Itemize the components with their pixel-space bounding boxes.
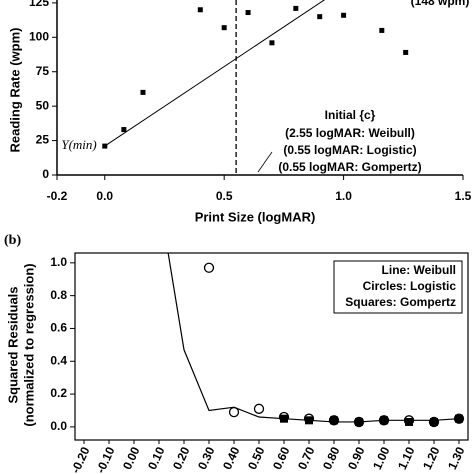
logistic-point (353, 416, 365, 428)
y-tick-label: 1.0 (50, 255, 67, 269)
legend-entry: Squares: Gompertz (345, 295, 456, 309)
y-tick-label: 0 (42, 167, 49, 181)
point (269, 40, 275, 46)
plot-frame (74, 252, 469, 441)
gompertz-point (430, 417, 438, 426)
logistic-point (453, 413, 465, 424)
logistic-point (378, 415, 390, 426)
point (121, 127, 127, 133)
gompertz-point (280, 414, 288, 423)
x-tick-label: -0.20 (68, 444, 92, 474)
gompertz-point (405, 417, 413, 426)
x-tick-label: 0.30 (195, 444, 218, 471)
x-tick-label: 0.10 (145, 444, 168, 471)
annotation: (2.55 logMAR: Weibull) (285, 126, 415, 140)
logistic-point (253, 403, 265, 414)
annotation: (0.55 logMAR: Gompertz) (278, 160, 421, 174)
x-tick-label: 0.60 (270, 444, 293, 471)
x-tick-label: 0.00 (120, 444, 143, 471)
gompertz-point (355, 417, 363, 426)
logistic-point (203, 262, 215, 273)
point (403, 49, 409, 55)
annotation: (148 wpm) (411, 0, 470, 8)
logistic-point (228, 406, 240, 418)
y-tick-label: 50 (36, 98, 50, 112)
x-tick-label: 0.70 (295, 444, 318, 471)
x-tick-label: 0.50 (245, 444, 268, 471)
x-tick-label: -0.2 (47, 189, 68, 203)
gompertz-point (380, 416, 388, 425)
y-tick-label: 0.8 (50, 288, 67, 302)
point (379, 27, 385, 33)
point (197, 7, 203, 13)
x-tick-label: 1.10 (395, 444, 418, 471)
x-tick-label: 1.00 (370, 444, 393, 471)
y-tick-label: 100 (29, 29, 49, 43)
x-tick-label: 0.40 (220, 444, 243, 471)
annotation-leader (257, 151, 273, 173)
point (140, 89, 146, 95)
x-tick-label: 0.90 (345, 444, 368, 471)
x-tick-label: 0.20 (170, 444, 193, 471)
y-tick-label: 25 (36, 133, 50, 147)
x-tick-label: 0.80 (320, 444, 343, 471)
annotation: (0.55 logMAR: Logistic) (283, 143, 416, 157)
logistic-point (328, 415, 340, 426)
y-axis-label: (normalized to regression) (21, 263, 36, 426)
y-tick-label: 0.0 (50, 419, 67, 433)
x-tick-label: 0.5 (216, 189, 233, 203)
point (341, 12, 347, 18)
y-tick-label: 125 (29, 0, 49, 9)
y-axis-label: Squared Residuals (5, 286, 20, 403)
x-tick-label: 1.0 (335, 189, 352, 203)
annotation: Initial {c} (325, 108, 376, 122)
gompertz-point (330, 416, 338, 425)
x-tick-label: 1.30 (445, 444, 468, 471)
y-tick-label: 0.4 (50, 353, 67, 367)
x-tick-label: 1.5 (455, 189, 472, 203)
x-tick-label: 1.20 (420, 444, 443, 471)
annotation: Y(min) (61, 137, 96, 152)
point (221, 25, 227, 31)
y-axis-label: Reading Rate (wpm) (7, 28, 22, 153)
point (317, 14, 323, 20)
logistic-point (428, 416, 440, 428)
point (245, 10, 251, 16)
y-tick-label: 0.2 (50, 386, 67, 400)
legend-box (333, 260, 463, 314)
gompertz-point (455, 414, 463, 423)
legend-entry: Line: Weibull (382, 263, 456, 277)
panel-label: (b) (4, 233, 21, 248)
x-tick-label: 0.0 (96, 189, 113, 203)
y-tick-label: 75 (36, 64, 50, 78)
point (293, 5, 299, 11)
point (102, 143, 108, 149)
gompertz-point (305, 416, 313, 425)
x-tick-label: -0.10 (93, 444, 117, 474)
y-tick-label: 0.6 (50, 321, 67, 335)
x-axis-label: Print Size (logMAR) (195, 209, 316, 224)
legend-entry: Circles: Logistic (363, 279, 457, 293)
